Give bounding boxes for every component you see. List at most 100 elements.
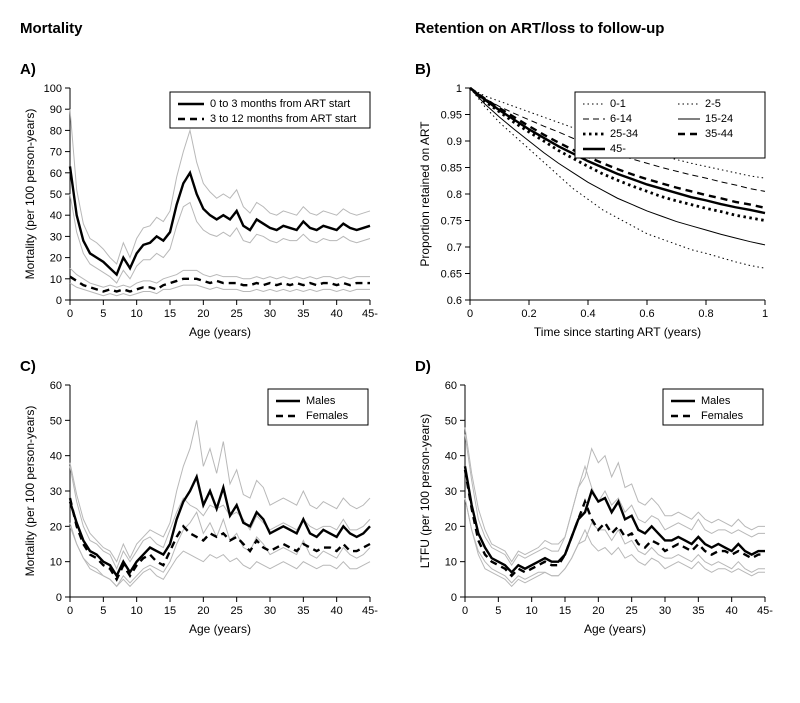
svg-text:0.95: 0.95	[441, 110, 462, 122]
svg-text:Time since starting ART (years: Time since starting ART (years)	[534, 325, 701, 339]
svg-text:Females: Females	[306, 410, 349, 422]
header-right: Retention on ART/loss to follow-up	[415, 20, 780, 43]
header-left: Mortality	[20, 20, 385, 43]
svg-text:30: 30	[445, 486, 457, 498]
svg-text:60: 60	[445, 380, 457, 392]
svg-text:30: 30	[659, 605, 671, 617]
svg-text:20: 20	[50, 253, 62, 265]
svg-text:45-: 45-	[610, 143, 626, 155]
svg-text:Age (years): Age (years)	[189, 622, 251, 636]
panel-D-wrap: D) 0102030405060051015202530354045-Age (…	[415, 350, 780, 637]
svg-text:0.75: 0.75	[441, 216, 462, 228]
svg-text:5: 5	[100, 308, 106, 320]
svg-text:60: 60	[50, 380, 62, 392]
svg-text:0: 0	[56, 295, 62, 307]
svg-text:LTFU (per 100 person-years): LTFU (per 100 person-years)	[418, 414, 432, 569]
svg-text:40: 40	[726, 605, 738, 617]
svg-text:25: 25	[231, 605, 243, 617]
svg-text:15-24: 15-24	[705, 113, 733, 125]
svg-text:45-: 45-	[362, 605, 378, 617]
svg-text:50: 50	[50, 415, 62, 427]
svg-text:80: 80	[50, 125, 62, 137]
svg-text:25: 25	[626, 605, 638, 617]
svg-text:0: 0	[451, 592, 457, 604]
svg-text:6-14: 6-14	[610, 113, 632, 125]
panel-B-wrap: B) 0.60.650.70.750.80.850.90.95100.20.40…	[415, 53, 780, 340]
svg-text:20: 20	[445, 521, 457, 533]
svg-text:10: 10	[50, 274, 62, 286]
panel-A-label: A)	[20, 61, 385, 78]
svg-text:20: 20	[50, 521, 62, 533]
svg-text:15: 15	[164, 605, 176, 617]
svg-text:60: 60	[50, 168, 62, 180]
svg-text:Mortality (per 100 person-year: Mortality (per 100 person-years)	[23, 109, 37, 280]
svg-text:40: 40	[331, 308, 343, 320]
svg-text:35: 35	[297, 605, 309, 617]
svg-text:20: 20	[197, 605, 209, 617]
svg-text:0.7: 0.7	[447, 242, 462, 254]
svg-text:50: 50	[445, 415, 457, 427]
panel-C-wrap: C) 0102030405060051015202530354045-Age (…	[20, 350, 385, 637]
panel-D-svg: 0102030405060051015202530354045-Age (yea…	[415, 377, 775, 637]
svg-text:2-5: 2-5	[705, 98, 721, 110]
svg-text:40: 40	[50, 451, 62, 463]
svg-text:40: 40	[331, 605, 343, 617]
panel-A-wrap: A) 0102030405060708090100051015202530354…	[20, 53, 385, 340]
panel-C-label: C)	[20, 358, 385, 375]
svg-text:5: 5	[495, 605, 501, 617]
panel-B-svg: 0.6 0.65 0.7 0.75 0.8 0.85 0.9 0.95 1 0 0.2 0.4 0.6 0…	[415, 80, 775, 340]
svg-text:100: 100	[44, 83, 62, 95]
svg-text:0.8: 0.8	[698, 308, 713, 320]
svg-text:70: 70	[50, 147, 62, 159]
svg-text:50: 50	[50, 189, 62, 201]
svg-text:0.2: 0.2	[521, 308, 536, 320]
svg-text:Males: Males	[306, 395, 336, 407]
svg-text:10: 10	[445, 557, 457, 569]
svg-text:0: 0	[462, 605, 468, 617]
svg-text:10: 10	[526, 605, 538, 617]
svg-text:40: 40	[50, 210, 62, 222]
svg-text:35-44: 35-44	[705, 128, 733, 140]
svg-text:0.6: 0.6	[447, 295, 462, 307]
svg-text:5: 5	[100, 605, 106, 617]
panel-C-svg: 0102030405060051015202530354045-Age (yea…	[20, 377, 380, 637]
svg-text:0.8: 0.8	[447, 189, 462, 201]
svg-text:35: 35	[692, 605, 704, 617]
svg-text:30: 30	[50, 231, 62, 243]
svg-text:10: 10	[131, 605, 143, 617]
svg-text:40: 40	[445, 451, 457, 463]
panel-A-svg: 0102030405060708090100051015202530354045…	[20, 80, 380, 340]
svg-text:25: 25	[231, 308, 243, 320]
svg-text:0.6: 0.6	[639, 308, 654, 320]
svg-text:15: 15	[559, 605, 571, 617]
svg-text:30: 30	[264, 605, 276, 617]
svg-text:0: 0	[56, 592, 62, 604]
svg-text:0 to 3 months from ART start: 0 to 3 months from ART start	[210, 98, 350, 110]
svg-text:0-1: 0-1	[610, 98, 626, 110]
svg-text:90: 90	[50, 104, 62, 116]
svg-text:Age (years): Age (years)	[189, 325, 251, 339]
svg-text:35: 35	[297, 308, 309, 320]
panel-D-label: D)	[415, 358, 780, 375]
svg-text:10: 10	[50, 557, 62, 569]
svg-text:Males: Males	[701, 395, 731, 407]
svg-text:0: 0	[67, 308, 73, 320]
svg-text:45-: 45-	[757, 605, 773, 617]
figure-grid: Mortality Retention on ART/loss to follo…	[20, 20, 780, 637]
svg-text:30: 30	[264, 308, 276, 320]
svg-text:0.85: 0.85	[441, 163, 462, 175]
svg-text:Proportion retained on ART: Proportion retained on ART	[418, 121, 432, 267]
svg-text:0.4: 0.4	[580, 308, 595, 320]
svg-text:0.9: 0.9	[447, 136, 462, 148]
svg-text:0: 0	[467, 308, 473, 320]
svg-text:15: 15	[164, 308, 176, 320]
svg-text:20: 20	[592, 605, 604, 617]
svg-text:0.65: 0.65	[441, 269, 462, 281]
svg-text:25-34: 25-34	[610, 128, 638, 140]
svg-text:1: 1	[762, 308, 768, 320]
svg-text:Females: Females	[701, 410, 744, 422]
svg-text:3 to 12 months from ART start: 3 to 12 months from ART start	[210, 113, 356, 125]
svg-text:0: 0	[67, 605, 73, 617]
svg-text:1: 1	[456, 83, 462, 95]
svg-text:20: 20	[197, 308, 209, 320]
